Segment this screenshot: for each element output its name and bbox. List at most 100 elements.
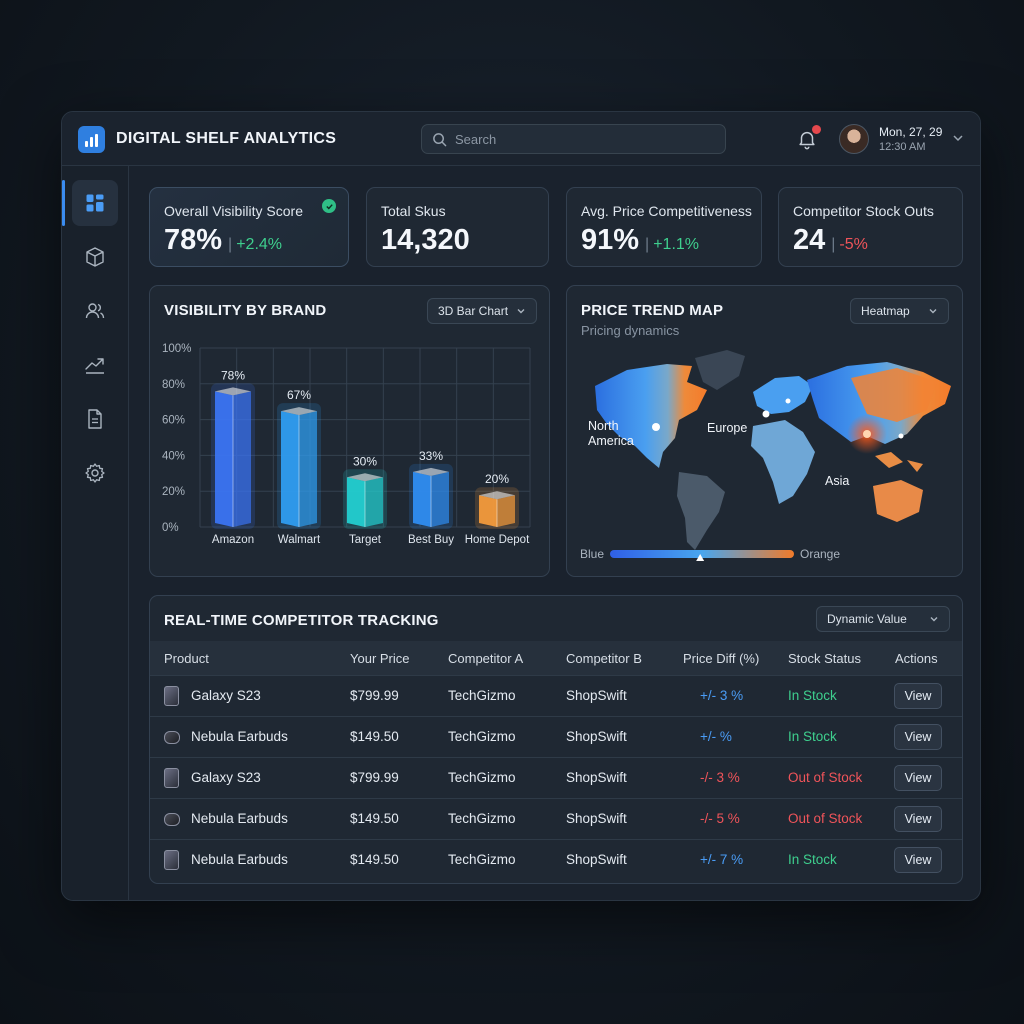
sidebar-item-trends[interactable] [72,342,118,388]
cell-your-price: $799.99 [350,688,399,703]
kpi-separator: | [228,236,233,253]
search-box[interactable] [421,124,726,154]
marker-north-america[interactable] [652,423,660,431]
bar-face-right [497,495,515,527]
cell-competitor-a: TechGizmo [448,688,516,703]
region-south-america[interactable] [677,472,725,550]
x-category-label: Walmart [278,534,321,546]
y-tick-label: 0% [162,522,179,534]
col-header-competitor-a[interactable]: Competitor A [448,651,524,666]
active-nav-indicator [62,180,65,226]
cell-competitor-b: ShopSwift [566,770,627,785]
cell-competitor-b: ShopSwift [566,729,627,744]
cell-stock-status: Out of Stock [788,770,863,785]
sidebar-item-users[interactable] [72,288,118,334]
region-australia[interactable] [873,480,923,522]
table-row[interactable]: Nebula Earbuds $149.50 TechGizmo ShopSwift +… [150,716,962,757]
view-button[interactable]: View [894,847,942,873]
sidebar-item-products[interactable] [72,234,118,280]
bell-icon[interactable] [796,128,818,150]
map-label-north-america: North America [588,419,634,448]
users-icon [85,303,105,319]
bar-face-right [365,477,383,527]
kpi-separator: | [645,236,650,253]
sidebar-item-dashboard[interactable] [72,180,118,226]
sidebar-item-reports[interactable] [72,396,118,442]
bar-walmart[interactable] [277,403,321,529]
app-window: DIGITAL SHELF ANALYTICS Mon, 27, 29 12:3… [61,111,981,901]
view-button[interactable]: View [894,765,942,791]
region-asia-east[interactable] [851,368,937,422]
bar-amazon[interactable] [211,383,255,529]
value-mode-dropdown[interactable]: Dynamic Value [816,606,950,632]
bar-value-label: 30% [353,454,377,468]
bar-home-depot[interactable] [475,487,519,529]
kpi-card-stock-outs[interactable]: Competitor Stock Outs 24 | -5% [778,187,963,267]
cell-your-price: $149.50 [350,852,399,867]
cell-product: Galaxy S23 [191,770,261,785]
marker-asia[interactable] [863,430,871,438]
kpi-value: 24 | -5% [793,224,868,257]
cell-product: Nebula Earbuds [191,729,288,744]
logo-icon [78,126,105,153]
view-button[interactable]: View [894,683,942,709]
chevron-down-icon [517,309,525,314]
y-tick-label: 60% [162,415,185,427]
cell-product: Galaxy S23 [191,688,261,703]
region-se-asia [875,452,923,472]
kpi-card-skus[interactable]: Total Skus 14,320 [366,187,549,267]
bar-value-label: 33% [419,449,443,463]
cell-price-diff: +/- % [700,729,732,744]
search-input[interactable] [455,131,695,147]
view-button[interactable]: View [894,724,942,750]
bar-top [215,387,251,396]
region-north-america[interactable] [595,364,707,468]
view-button[interactable]: View [894,806,942,832]
chevron-down-icon[interactable] [952,132,964,144]
bar-face-left [347,477,365,527]
chart-type-dropdown[interactable]: 3D Bar Chart [427,298,537,324]
cell-your-price: $149.50 [350,729,399,744]
col-header-competitor-b[interactable]: Competitor B [566,651,642,666]
box-icon [86,247,104,267]
table-row[interactable]: Galaxy S23 $799.99 TechGizmo ShopSwift -/- 3… [150,757,962,798]
map-type-dropdown[interactable]: Heatmap [850,298,949,324]
region-greenland [695,350,745,390]
notification-badge [812,125,821,134]
col-header-price-diff[interactable]: Price Diff (%) [683,651,760,666]
bar-value-label: 78% [221,368,245,382]
table-row[interactable]: Nebula Earbuds $149.50 TechGizmo ShopSwift +… [150,839,962,880]
kpi-card-price-competitiveness[interactable]: Avg. Price Competitiveness 91% | +1.1% [566,187,762,267]
kpi-delta: +2.4% [236,236,283,253]
col-header-product[interactable]: Product [164,651,209,666]
world-heatmap[interactable] [567,286,964,578]
user-time: 12:30 AM [879,141,926,153]
bar-target[interactable] [343,469,387,529]
bar-value-label: 20% [485,472,509,486]
bar-best-buy[interactable] [409,463,453,529]
region-africa[interactable] [751,420,815,504]
cell-competitor-b: ShopSwift [566,852,627,867]
kpi-card-visibility[interactable]: Overall Visibility Score 78% | +2.4% [149,187,349,267]
trend-icon [85,358,104,374]
kpi-label: Competitor Stock Outs [793,203,934,219]
marker-asia-east[interactable] [898,433,904,439]
table-row[interactable]: Nebula Earbuds $149.50 TechGizmo ShopSwift -… [150,798,962,839]
region-europe[interactable] [753,376,813,414]
bar-top [479,491,515,500]
sidebar-item-settings[interactable] [72,450,118,496]
dropdown-value: 3D Bar Chart [438,304,509,318]
col-header-stock-status[interactable]: Stock Status [788,651,861,666]
kpi-delta: -5% [839,236,868,253]
sidebar [62,166,129,900]
legend-marker[interactable] [696,554,705,561]
kpi-value: 78% | +2.4% [164,224,282,257]
avatar[interactable] [839,124,869,154]
marker-europe-north[interactable] [785,398,791,404]
cell-product: Nebula Earbuds [191,811,288,826]
legend-high-label: Orange [800,547,841,561]
marker-europe[interactable] [762,410,770,418]
table-row[interactable]: Galaxy S23 $799.99 TechGizmo ShopSwift +/- 3… [150,675,962,716]
col-header-your-price[interactable]: Your Price [350,651,410,666]
bar-top [347,473,383,482]
